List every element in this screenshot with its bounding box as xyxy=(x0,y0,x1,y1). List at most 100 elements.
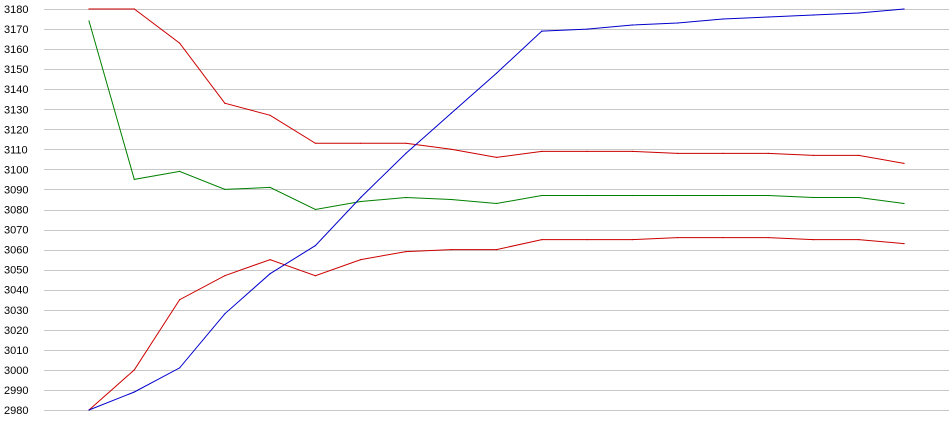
data-point xyxy=(812,14,815,16)
y-tick-label: 2990 xyxy=(4,385,28,397)
data-point xyxy=(812,154,815,156)
data-point xyxy=(586,194,588,197)
data-point xyxy=(360,200,362,203)
data-point xyxy=(88,20,90,22)
data-point xyxy=(812,196,815,199)
data-point xyxy=(541,239,543,241)
data-point xyxy=(541,194,543,197)
series-layer xyxy=(88,8,905,411)
data-point xyxy=(677,194,679,197)
data-point xyxy=(360,196,362,199)
data-point xyxy=(586,150,588,152)
data-point xyxy=(360,259,362,261)
y-tick-label: 2980 xyxy=(4,405,28,417)
series-3 xyxy=(88,20,905,211)
data-point xyxy=(631,24,633,26)
data-point xyxy=(903,162,905,164)
data-point xyxy=(586,239,588,241)
data-point xyxy=(269,114,271,116)
data-point xyxy=(767,237,769,239)
data-point xyxy=(88,409,90,411)
data-point xyxy=(495,156,498,158)
series-4 xyxy=(88,8,905,411)
y-tick-label: 3170 xyxy=(4,24,28,36)
data-point xyxy=(722,18,724,20)
data-point xyxy=(450,112,452,114)
data-point xyxy=(314,208,316,211)
data-point xyxy=(541,150,543,152)
data-point xyxy=(224,275,226,277)
y-tick-label: 3020 xyxy=(4,325,28,337)
data-point xyxy=(722,152,724,154)
y-axis: 2980 2990 3000 3010 3020 3030 3040 3050 3060 3070… xyxy=(4,4,28,417)
data-point xyxy=(269,186,271,188)
y-tick-label: 3110 xyxy=(4,144,28,156)
y-tick-label: 3010 xyxy=(4,345,28,357)
data-point xyxy=(677,237,679,239)
data-point xyxy=(677,152,679,154)
data-point xyxy=(495,72,498,74)
data-point xyxy=(631,150,633,152)
data-point xyxy=(224,188,226,190)
data-point xyxy=(631,194,633,197)
data-point xyxy=(495,202,498,205)
data-point xyxy=(677,22,679,24)
data-point xyxy=(314,245,316,247)
data-point xyxy=(133,369,135,371)
data-point xyxy=(541,30,543,32)
y-tick-label: 3060 xyxy=(4,245,28,257)
y-tick-label: 3030 xyxy=(4,305,28,317)
data-point xyxy=(405,251,407,253)
data-point xyxy=(812,239,815,241)
series-line xyxy=(89,8,905,164)
y-tick-label: 3130 xyxy=(4,104,28,116)
data-point xyxy=(179,299,181,301)
data-point xyxy=(314,275,316,277)
series-1 xyxy=(88,8,905,164)
y-tick-label: 3100 xyxy=(4,164,28,176)
data-point xyxy=(631,239,633,241)
data-point xyxy=(722,237,724,239)
data-point xyxy=(405,152,407,154)
data-point xyxy=(179,367,181,369)
y-tick-label: 3160 xyxy=(4,44,28,56)
y-tick-label: 3080 xyxy=(4,205,28,217)
data-point xyxy=(133,391,135,393)
grid-layer xyxy=(44,9,949,411)
data-point xyxy=(179,42,181,44)
y-tick-label: 3000 xyxy=(4,365,28,377)
y-tick-label: 3140 xyxy=(4,84,28,96)
data-point xyxy=(133,8,135,10)
y-tick-label: 3090 xyxy=(4,184,28,196)
y-tick-label: 3150 xyxy=(4,64,28,76)
data-point xyxy=(224,313,226,315)
data-point xyxy=(450,148,452,150)
data-point xyxy=(405,196,407,199)
data-point xyxy=(450,198,452,201)
data-point xyxy=(858,196,860,199)
series-2 xyxy=(88,237,905,411)
data-point xyxy=(88,8,90,10)
data-point xyxy=(858,239,860,241)
data-point xyxy=(858,12,860,14)
data-point xyxy=(903,202,905,205)
data-point xyxy=(179,170,181,172)
y-tick-label: 3070 xyxy=(4,225,28,237)
data-point xyxy=(767,152,769,154)
data-point xyxy=(269,259,271,261)
data-point xyxy=(903,8,905,10)
data-point xyxy=(314,142,316,144)
data-point xyxy=(858,154,860,156)
data-point xyxy=(224,102,226,104)
y-tick-label: 3040 xyxy=(4,285,28,297)
data-point xyxy=(450,249,452,251)
y-tick-label: 3120 xyxy=(4,124,28,136)
data-point xyxy=(405,142,407,144)
data-point xyxy=(360,142,362,144)
data-point xyxy=(767,194,769,197)
y-tick-label: 3180 xyxy=(4,4,28,16)
data-point xyxy=(133,178,135,180)
data-point xyxy=(586,28,588,30)
